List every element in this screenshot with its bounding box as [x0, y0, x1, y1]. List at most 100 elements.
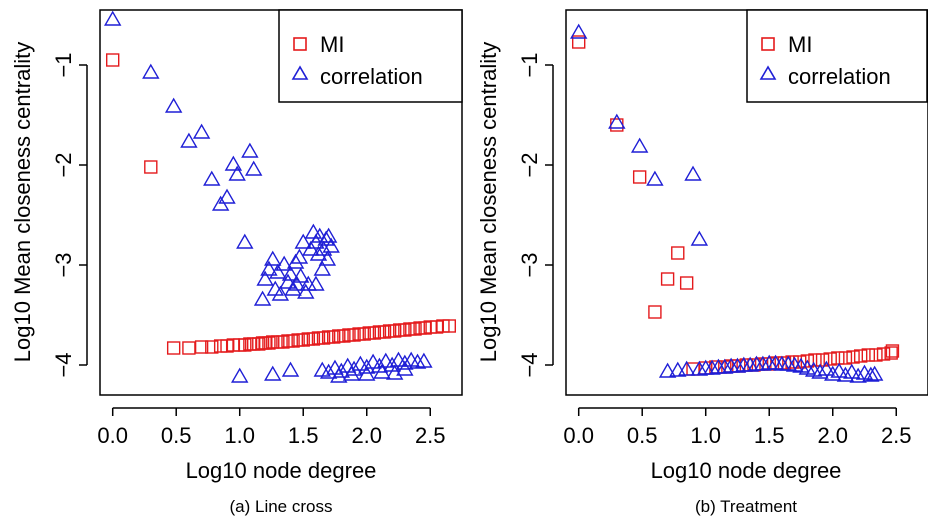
correlation-point [849, 367, 867, 383]
correlation-point [646, 170, 664, 186]
correlation-point [203, 170, 221, 186]
chart-marks [103, 10, 456, 383]
x-axis-label: Log10 node degree [651, 458, 842, 483]
legend-mi-label: MI [788, 32, 812, 57]
correlation-point [284, 280, 302, 296]
mi-point [194, 340, 209, 354]
mi-point [367, 326, 382, 340]
correlation-point [309, 245, 328, 261]
correlation-point [754, 355, 772, 371]
correlation-point [264, 250, 282, 266]
correlation-point [253, 290, 272, 306]
legend-mi-marker [761, 37, 775, 51]
legend-box [746, 9, 928, 103]
correlation-point [716, 358, 734, 374]
mi-point [610, 118, 624, 132]
mi-point [831, 351, 845, 365]
correlation-point [396, 354, 414, 370]
mi-point [306, 332, 321, 346]
mi-point [347, 328, 361, 342]
correlation-point [836, 366, 855, 382]
mi-point [182, 341, 196, 355]
chart-panel-line-cross: 0.0 0.5 1.0 1.5 2.0 2.5 −1 −2 −3 −4 Log10 node d… [10, 9, 463, 516]
legend-correlation-marker [759, 65, 777, 80]
legend-mi-label: MI [320, 32, 344, 57]
x-tick-label: 2.5 [415, 423, 446, 448]
x-tick-label: 0.0 [97, 423, 128, 448]
panel-caption: (a) Line cross [230, 497, 333, 516]
y-tick-label: −2 [517, 152, 542, 177]
x-tick-label: 0.0 [563, 423, 594, 448]
correlation-point [318, 250, 337, 266]
mi-point [262, 336, 276, 350]
correlation-point [236, 233, 254, 249]
correlation-point [373, 363, 391, 379]
correlation-point [192, 123, 211, 139]
y-tick-label: −1 [517, 52, 542, 77]
correlation-point [370, 357, 389, 373]
correlation-point [741, 356, 759, 372]
legend-mi-marker [293, 37, 307, 51]
mi-point [316, 331, 331, 345]
legend-correlation-marker [291, 65, 309, 80]
mi-point [442, 319, 456, 333]
legend-box [278, 9, 463, 103]
correlation-point [690, 230, 709, 246]
correlation-point [264, 365, 282, 381]
mi-point [246, 337, 261, 351]
correlation-point [684, 165, 702, 181]
correlation-point [218, 188, 236, 204]
mi-point [671, 246, 685, 260]
correlation-point [843, 363, 861, 379]
correlation-point [396, 360, 414, 376]
mi-point [823, 352, 837, 366]
mi-point [679, 276, 694, 290]
correlation-point [314, 240, 333, 256]
correlation-point [342, 365, 361, 381]
correlation-point [569, 23, 588, 39]
correlation-point [241, 142, 259, 158]
mi-point [205, 340, 219, 354]
correlation-point [228, 165, 246, 181]
correlation-point [281, 265, 300, 281]
y-tick-label: −4 [517, 352, 542, 377]
correlation-point [224, 155, 243, 171]
mi-point [648, 305, 662, 319]
chart-panel-treatment: 0.0 0.5 1.0 1.5 2.0 2.5 −1 −2 −3 −4 Log10 node d… [476, 9, 928, 516]
y-tick-label: −3 [51, 252, 76, 277]
legend: MI correlation [746, 9, 928, 103]
correlation-point [415, 352, 433, 368]
correlation-point [269, 263, 287, 279]
correlation-point [658, 362, 677, 378]
mi-point [572, 35, 586, 49]
mi-point [885, 344, 900, 358]
x-tick-label: 0.5 [627, 423, 658, 448]
correlation-point [728, 357, 747, 373]
correlation-point [180, 132, 198, 148]
correlation-point [322, 237, 340, 253]
mi-point [869, 348, 883, 362]
y-tick-label: −2 [51, 152, 76, 177]
x-tick-label: 1.0 [690, 423, 721, 448]
correlation-point [811, 363, 829, 379]
correlation-point [830, 362, 848, 378]
x-axis-label: Log10 node degree [186, 458, 377, 483]
correlation-point [703, 359, 721, 375]
mi-point [357, 327, 371, 341]
y-tick-label: −1 [51, 52, 76, 77]
mi-point [276, 335, 290, 349]
y-axis: −1 −2 −3 −4 [51, 52, 88, 378]
mi-point [387, 324, 402, 338]
y-axis-label: Log10 Mean closeness centrality [476, 42, 501, 362]
correlation-point [297, 283, 315, 299]
x-tick-label: 1.5 [754, 423, 785, 448]
legend: MI correlation [278, 9, 463, 103]
correlation-point [817, 360, 836, 376]
correlation-point [690, 360, 709, 376]
correlation-point [630, 137, 649, 153]
correlation-point [286, 253, 305, 269]
chart-marks [569, 23, 900, 383]
mi-point [861, 348, 876, 362]
correlation-point [271, 285, 290, 301]
correlation-point [103, 10, 122, 26]
